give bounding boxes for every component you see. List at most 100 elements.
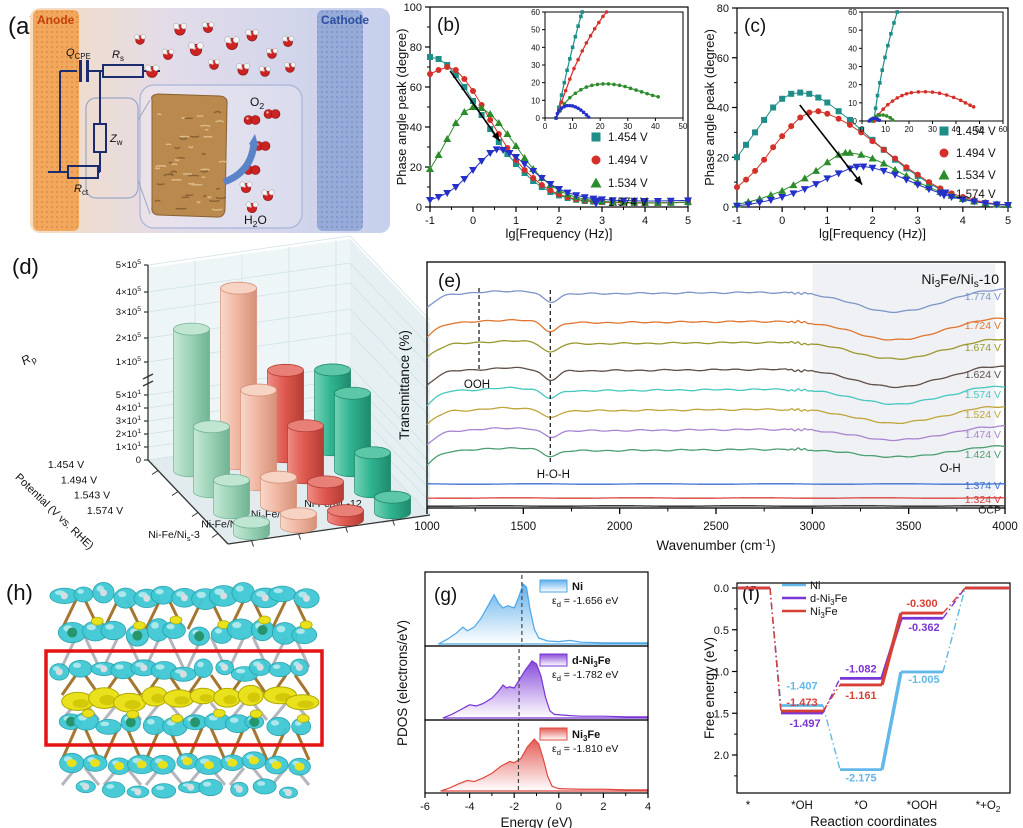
marker-triangle-down	[666, 197, 675, 205]
marker-triangle-down	[492, 146, 501, 154]
marker-circle	[584, 41, 589, 45]
yellow-lobe	[81, 709, 95, 718]
atom-blob-row	[49, 658, 309, 682]
marker-triangle-down	[913, 181, 922, 189]
marker-circle	[881, 107, 885, 111]
x-tick-label: 3500	[896, 521, 922, 533]
cyan-isosurface	[68, 659, 93, 678]
legend-label: Ni	[572, 581, 583, 593]
bar-cylinder	[240, 383, 277, 492]
cyan-isosurface	[151, 783, 177, 799]
cylinder-body	[213, 480, 250, 520]
marker-circle	[538, 182, 545, 188]
water-molecule	[261, 189, 275, 202]
yellow-lobe	[170, 714, 184, 723]
potential-tick-label: 1.574 V	[87, 505, 123, 517]
metal-core	[60, 592, 68, 600]
marker-circle	[586, 115, 591, 119]
marker-square	[895, 10, 900, 14]
atom-blob-row	[59, 751, 311, 776]
legend-label: Ni	[810, 580, 820, 592]
marker-triangle-down	[555, 186, 563, 193]
fe-core	[125, 717, 136, 728]
shaded-band	[812, 264, 996, 506]
panel-f-free-energy: 0.0 0.5 1.0 1.5 2.0 * *OH *O *OOH *+O2 Reaction co…	[702, 580, 1011, 828]
inset-series	[554, 103, 591, 120]
legend-label: 1.574 V	[608, 197, 648, 209]
marker-triangle-up	[789, 181, 798, 189]
marker-square	[573, 34, 578, 39]
marker-triangle-down	[443, 190, 452, 197]
marker-circle	[588, 34, 593, 38]
marker-triangle-up	[778, 186, 787, 194]
water-molecule	[188, 42, 204, 57]
y-tick-label: 0	[416, 202, 422, 214]
inset-nyquist: 0 10 20 30 40 50 60 0 10 20 30 40 50 60	[848, 8, 1008, 134]
marker-triangle-up	[443, 135, 452, 142]
marker-triangle-down	[460, 176, 469, 183]
hydrogen-atom	[152, 64, 160, 72]
inset-y-tick: 50	[531, 26, 540, 35]
z-tick-label: 1×105	[116, 356, 141, 368]
yellow-core	[182, 757, 193, 766]
marker-circle	[877, 118, 882, 123]
marker-square	[504, 151, 511, 157]
marker-triangle-down	[619, 197, 628, 205]
energy-annotation: -1.161	[845, 690, 876, 702]
marker-triangle-up	[494, 119, 503, 126]
marker-circle	[563, 88, 568, 93]
energy-annotation: -1.082	[845, 663, 876, 675]
inset-x-tick: 40	[651, 122, 660, 131]
x-tick-label: 3	[599, 215, 605, 227]
marker-circle	[779, 133, 786, 140]
y-tick-label: 80	[410, 42, 422, 54]
marker-square	[824, 99, 831, 106]
oxygen-molecule	[263, 109, 281, 119]
hydrogen-atom	[232, 36, 240, 44]
panel-h-structure: (h)	[6, 580, 324, 799]
cyan-isosurface	[101, 781, 126, 798]
marker-square	[435, 56, 442, 62]
inset-x-tick: 40	[952, 125, 961, 134]
marker-circle	[951, 95, 956, 100]
marker-triangle-down	[505, 150, 514, 157]
inset-x-tick: 20	[596, 122, 605, 131]
marker-triangle-down	[563, 189, 572, 197]
marker-circle	[628, 86, 633, 91]
hydrogen-atom	[180, 22, 188, 30]
metal-core	[284, 789, 292, 797]
legend-label: 1.574 V	[956, 189, 996, 201]
bar-cylinder	[260, 470, 297, 513]
energy-annotation: -1.497	[789, 718, 820, 730]
qcpe-label: QCPE	[66, 47, 91, 61]
cyan-isosurface	[73, 586, 94, 603]
cylinder-body	[260, 477, 297, 513]
y-axis-label: Transmittance (%)	[397, 330, 412, 440]
curve-voltage-label: 1.574 V	[965, 389, 1001, 401]
yellow-lobe	[133, 621, 146, 630]
cylinder-top	[240, 383, 277, 397]
inset-series	[871, 89, 976, 123]
water-molecule	[161, 48, 175, 60]
marker-triangle-down	[451, 184, 460, 191]
inset-y-tick: 50	[848, 26, 857, 35]
marker-circle	[900, 93, 904, 98]
marker-circle	[592, 26, 597, 31]
fe-core	[67, 627, 78, 638]
x-tick-label: 3	[915, 215, 921, 227]
marker-circle	[923, 89, 928, 94]
marker-square	[495, 139, 502, 145]
bar-cylinder	[280, 507, 317, 534]
cylinder-top	[193, 420, 230, 434]
ooh-annotation: OOH	[464, 379, 490, 391]
circuit-callout-box	[85, 97, 139, 199]
inset-x-tick: 30	[928, 125, 937, 134]
metal-core	[261, 594, 269, 602]
marker-square	[557, 105, 561, 110]
curve-voltage-label: 1.424 V	[965, 449, 1001, 461]
y-tick-label: 1.0	[714, 667, 729, 679]
anode-dots	[33, 10, 79, 231]
marker-circle	[597, 20, 601, 25]
marker-triangle-down	[590, 197, 602, 208]
